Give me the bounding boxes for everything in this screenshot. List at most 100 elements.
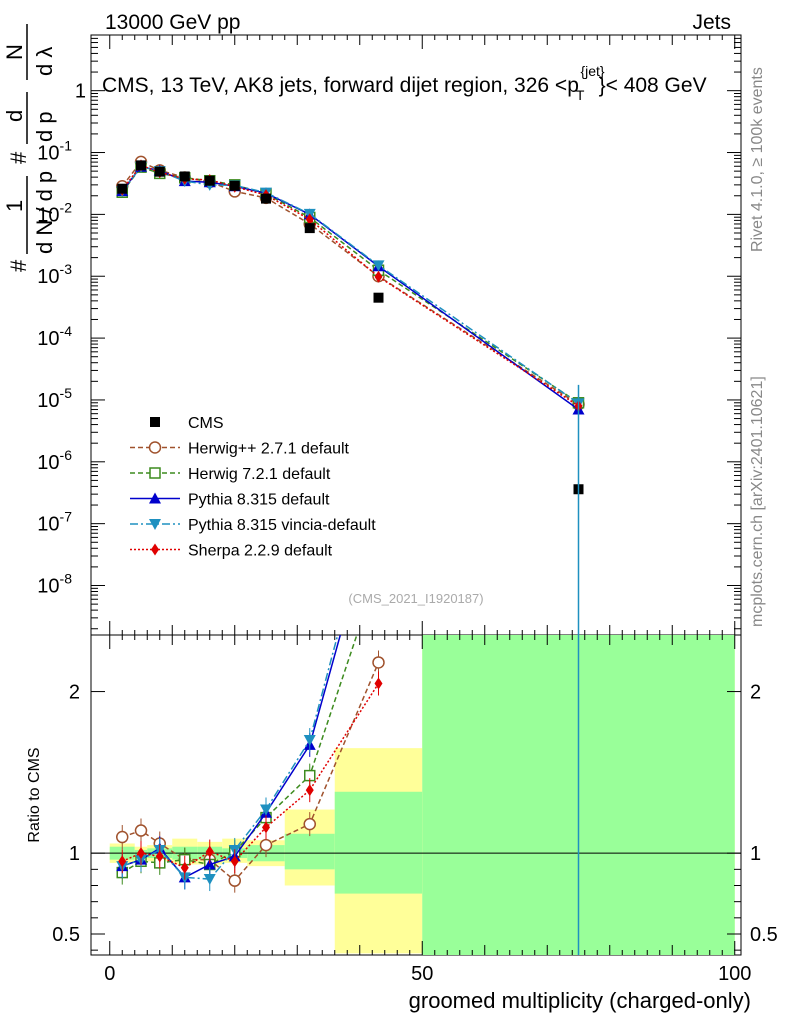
legend-label-pythia: Pythia 8.315 default — [188, 492, 330, 509]
ratio-point-sherpa-2 — [155, 850, 164, 863]
y-tick-label: 10-7 — [37, 509, 72, 536]
series-sherpa — [118, 159, 583, 412]
ylabel-one: 1 — [2, 200, 27, 212]
ratio-point-sherpa-1 — [137, 847, 145, 860]
point-cms-3 — [179, 171, 190, 182]
legend-marker-herwig7 — [149, 467, 161, 479]
ratio-plot-area — [116, 635, 580, 955]
ratio-point-herwigpp-0 — [116, 830, 129, 844]
ratio-point-sherpa-0 — [118, 855, 127, 868]
ylabel-num: d — [2, 110, 27, 122]
ratio-point-vincia-4 — [203, 874, 216, 886]
ratio-y-tick-label-right: 0.5 — [750, 924, 778, 946]
x-tick-label: 100 — [718, 963, 751, 985]
y-tick-label-exp: -2 — [60, 199, 73, 215]
x-axis-label: groomed multiplicity (charged-only) — [409, 988, 751, 1013]
y-tick-label-base: 10 — [37, 328, 59, 350]
ratio-point-vincia-7 — [303, 735, 316, 747]
point-vincia-8 — [372, 260, 385, 272]
point-cms-7 — [304, 223, 315, 234]
y-tick-label-base: 10 — [37, 266, 59, 288]
ratio-point-sherpa-4 — [205, 845, 214, 858]
y-tick-label: 1 — [75, 81, 86, 103]
y-tick-label: 10-5 — [37, 385, 72, 412]
y-tick-label: 10-2 — [37, 199, 72, 226]
y-tick-label-base: 10 — [37, 143, 59, 165]
y-tick-label: 10-3 — [37, 261, 72, 288]
plot-title-sup: {jet} — [580, 63, 604, 79]
legend-marker-vincia — [149, 519, 161, 530]
legend-label-vincia: Pythia 8.315 vincia-default — [188, 517, 376, 534]
legend-marker-cms — [150, 417, 160, 427]
ratio-point-sherpa-8 — [374, 677, 383, 690]
y-tick-label: 10-8 — [37, 571, 72, 598]
ratio-point-herwigpp-5 — [228, 874, 241, 887]
y-tick-label-exp: -7 — [60, 509, 73, 525]
y-tick-label-base: 10 — [37, 514, 59, 536]
ratio-panel-frame — [90, 634, 742, 956]
ratio-point-herwigpp-1 — [134, 824, 148, 837]
y-tick-label-exp: -4 — [60, 323, 73, 339]
ylabel-den: d p — [32, 111, 57, 142]
legend-label-cms: CMS — [188, 415, 224, 432]
y-tick-label: 10-6 — [37, 447, 72, 474]
point-sherpa-7 — [305, 213, 314, 226]
y-tick-label-exp: -6 — [60, 447, 73, 463]
series-line-herwig7 — [121, 166, 579, 404]
legend-label-herwig7: Herwig 7.2.1 default — [188, 466, 331, 483]
ylabel-num2: N — [2, 44, 27, 60]
legend-marker-sherpa — [151, 543, 159, 556]
analysis-id: (CMS_2021_I1920187) — [348, 591, 483, 606]
series-line-vincia — [121, 165, 579, 404]
y-tick-label-base: 10 — [37, 452, 59, 474]
plot-title-post: }< 408 GeV — [599, 74, 707, 97]
ratio-point-herwigpp-6 — [259, 838, 273, 852]
ratio-point-sherpa-3 — [180, 861, 189, 874]
series-herwigpp — [116, 155, 585, 411]
ratio-band-inner-7 — [284, 833, 335, 870]
plot-title: CMS, 13 TeV, AK8 jets, forward dijet reg… — [102, 63, 707, 103]
ratio-y-tick-label: 1 — [69, 843, 80, 865]
rivet-version-label: Rivet 4.1.0, ≥ 100k events — [749, 67, 766, 252]
legend-label-herwigpp: Herwig++ 2.7.1 default — [188, 441, 350, 458]
ratio-y-tick-label: 0.5 — [52, 924, 80, 946]
y-tick-label-base: 10 — [37, 390, 59, 412]
plot-title-sub: T — [576, 87, 585, 103]
series-cms — [117, 160, 584, 495]
point-cms-1 — [136, 160, 146, 171]
point-cms-5 — [229, 180, 240, 191]
header-left: 13000 GeV pp — [105, 11, 240, 34]
ratio-series-sherpa — [118, 671, 383, 880]
legend: CMS Herwig++ 2.7.1 default Herwig 7.2.1 de… — [130, 415, 376, 560]
legend-marker-herwigpp — [148, 441, 162, 454]
legend-label-sherpa: Sherpa 2.2.9 default — [188, 543, 333, 560]
y-tick-label-exp: -3 — [60, 261, 73, 277]
axis-ticks: 0 50 100110-110-210-310-410-510-610-710-80… — [37, 35, 778, 985]
series-line-pythia — [121, 165, 579, 411]
ratio-point-vincia-6 — [260, 804, 272, 816]
ylabel-dn-dpt: d N / d p — [32, 171, 57, 254]
series-vincia — [116, 161, 585, 410]
ratio-y-tick-label: 2 — [69, 682, 80, 704]
series-line-herwigpp — [121, 160, 579, 405]
ratio-point-herwigpp-7 — [303, 817, 316, 831]
main-plot-area — [116, 155, 585, 635]
y-tick-label-exp: -8 — [60, 571, 73, 587]
point-cms-4 — [204, 175, 215, 186]
ratio-y-axis-label: Ratio to CMS — [26, 747, 43, 842]
legend-marker-pythia — [149, 492, 161, 504]
y-tick-label-exp: -1 — [60, 138, 73, 154]
plot-title-pre: CMS, 13 TeV, AK8 jets, forward dijet reg… — [102, 74, 579, 97]
x-tick-label: 0 — [104, 963, 115, 985]
ratio-point-sherpa-6 — [262, 821, 270, 834]
header-right: Jets — [692, 11, 731, 34]
ylabel-hash: # — [6, 259, 31, 272]
ratio-y-tick-label-right: 1 — [750, 843, 761, 865]
y-tick-label-base: 10 — [37, 576, 59, 598]
point-cms-8 — [373, 292, 384, 303]
ratio-y-tick-label-right: 2 — [750, 682, 761, 704]
point-cms-6 — [261, 193, 271, 204]
ratio-point-herwigpp-8 — [372, 656, 385, 669]
ratio-point-sherpa-5 — [230, 855, 239, 868]
